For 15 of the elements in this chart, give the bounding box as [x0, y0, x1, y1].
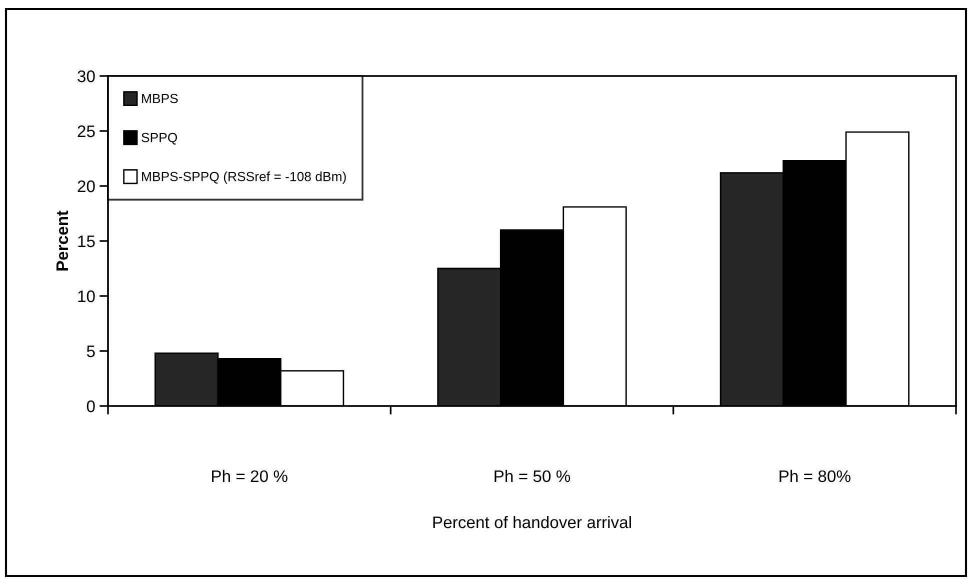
legend-label: SPPQ: [142, 132, 178, 145]
x-tick-label: Ph = 80%: [780, 470, 850, 482]
x-tick-label: Ph = 20 %: [212, 470, 288, 482]
y-tick-label: 25: [78, 125, 95, 138]
legend-label: MBPS: [142, 94, 178, 104]
x-tick-label: Ph = 50 %: [494, 470, 570, 482]
y-tick-label: 15: [78, 236, 95, 248]
y-tick-label: 0: [86, 400, 95, 412]
y-tick-label: 20: [78, 180, 95, 192]
y-tick-label: 30: [78, 70, 95, 82]
legend-label: MBPS-SPPQ (RSSref = -108 dBm): [142, 172, 346, 184]
y-tick-label: 5: [86, 346, 95, 358]
y-axis-title: Percent: [56, 210, 68, 270]
y-tick-label: 10: [78, 290, 95, 302]
x-axis-title: Percent of handover arrival: [433, 516, 631, 528]
